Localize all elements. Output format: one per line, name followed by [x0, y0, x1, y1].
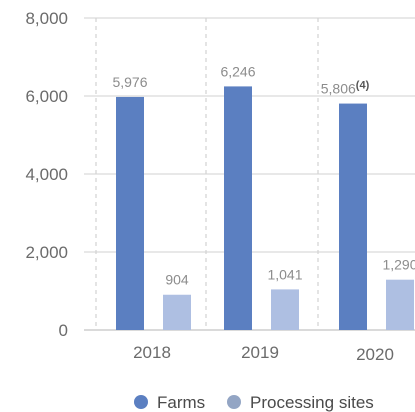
category-label-2020: 2020 [356, 345, 394, 364]
data-label: 904 [165, 272, 189, 288]
bar-processing-sites-2020 [386, 279, 414, 330]
data-label: 1,290 [382, 257, 415, 273]
bar-farms-2018 [116, 96, 144, 330]
data-label: 1,041 [267, 266, 302, 282]
y-tick-label: 0 [59, 321, 68, 340]
bar-farms-2020 [339, 103, 367, 330]
data-labels: 5,976 6,246 5,806(4) 904 1,041 1,290 [112, 63, 415, 287]
legend: Farms Processing sites [134, 393, 374, 412]
y-tick-label: 8,000 [25, 9, 68, 28]
bars [116, 86, 414, 330]
data-label: 5,976 [112, 74, 147, 90]
legend-marker-1 [227, 395, 241, 409]
category-label-2019: 2019 [241, 343, 279, 362]
legend-label: Farms [157, 393, 205, 412]
footnote-marker: (4) [356, 80, 370, 92]
legend-label: Processing sites [250, 393, 374, 412]
category-label-2018: 2018 [133, 343, 171, 362]
y-tick-label: 4,000 [25, 165, 68, 184]
data-label: 5,806(4) [321, 80, 370, 97]
y-tick-label: 6,000 [25, 87, 68, 106]
legend-marker-0 [134, 395, 148, 409]
y-tick-label: 2,000 [25, 243, 68, 262]
bar-processing-sites-2019 [271, 289, 299, 330]
y-axis-ticks: 0 2,000 4,000 6,000 8,000 [25, 9, 68, 340]
bar-farms-2019 [224, 86, 252, 330]
bar-processing-sites-2018 [163, 294, 191, 330]
x-axis-categories: 2018 2019 2020 [133, 343, 394, 364]
data-label: 6,246 [220, 63, 255, 79]
